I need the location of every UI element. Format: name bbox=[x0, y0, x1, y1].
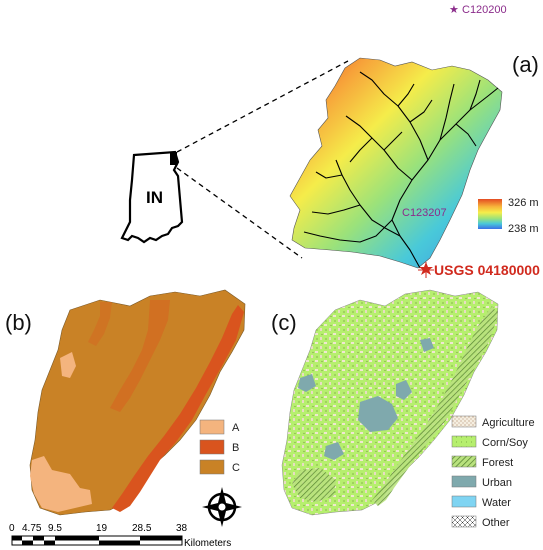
landuse-legend-swatch-forest bbox=[451, 455, 477, 468]
elevation-legend-bar bbox=[478, 199, 502, 229]
soil-map-class-b-band-1 bbox=[112, 305, 244, 512]
state-label: IN bbox=[146, 188, 163, 207]
landuse-legend-swatch-other bbox=[451, 515, 477, 528]
landuse-forest-band bbox=[372, 306, 498, 506]
elevation-min-label: 238 m bbox=[508, 223, 539, 235]
scale-tick-3: 19 bbox=[96, 523, 108, 534]
soil-legend-swatch-b bbox=[199, 439, 225, 455]
landuse-urban-3 bbox=[298, 374, 316, 392]
scale-tick-4: 28.5 bbox=[132, 523, 152, 534]
panel-b: (b) A B C 0 4.75 9.5 bbox=[5, 289, 246, 549]
panel-a: (a) IN 326 m 238 m bbox=[120, 4, 540, 278]
elevation-max-label: 326 m bbox=[508, 197, 539, 209]
watershed-location-marker bbox=[170, 152, 177, 165]
watershed-elevation-map bbox=[289, 57, 503, 269]
landuse-legend-label-water: Water bbox=[482, 497, 511, 509]
scale-bar: 0 4.75 9.5 19 28.5 38 Kilometers bbox=[9, 523, 231, 549]
soil-legend-swatch-c bbox=[199, 459, 225, 475]
scale-tick-0: 0 bbox=[9, 523, 15, 534]
landuse-forest-patch bbox=[292, 468, 336, 502]
landuse-legend-label-other: Other bbox=[482, 517, 510, 529]
soil-map-class-a-patch-1 bbox=[30, 456, 92, 512]
panel-c-label: (c) bbox=[271, 310, 297, 335]
landuse-urban-2 bbox=[396, 380, 412, 400]
landuse-urban-5 bbox=[420, 338, 434, 352]
soil-map-class-a-patch-2 bbox=[60, 352, 76, 378]
stream-network bbox=[303, 71, 499, 269]
panel-c: (c) Agriculture Corn/Soy Forest Urban Wa… bbox=[271, 289, 535, 529]
landuse-urban-1 bbox=[358, 396, 398, 432]
landuse-legend-label-agriculture: Agriculture bbox=[482, 417, 535, 429]
soil-legend: A B C bbox=[199, 419, 240, 475]
north-arrow-icon bbox=[202, 487, 242, 527]
station-top-label: C120200 bbox=[462, 4, 507, 16]
landuse-legend-label-corn-soy: Corn/Soy bbox=[482, 437, 528, 449]
landuse-legend-label-forest: Forest bbox=[482, 457, 513, 469]
landuse-legend: Agriculture Corn/Soy Forest Urban Water … bbox=[451, 415, 535, 529]
soil-legend-label-c: C bbox=[232, 462, 240, 474]
gauge-label: USGS 04180000 bbox=[434, 262, 540, 278]
station-star-icon: ★ bbox=[449, 4, 459, 16]
landuse-legend-label-urban: Urban bbox=[482, 477, 512, 489]
scale-tick-1: 4.75 bbox=[22, 523, 42, 534]
landuse-legend-swatch-corn-soy bbox=[451, 435, 477, 448]
station-middle-label: C123207 bbox=[402, 207, 447, 219]
gauge-star-icon bbox=[418, 262, 434, 278]
soil-legend-swatch-a bbox=[199, 419, 225, 435]
scale-tick-5: 38 bbox=[176, 523, 188, 534]
panel-b-label: (b) bbox=[5, 310, 32, 335]
soil-legend-label-b: B bbox=[232, 442, 239, 454]
landuse-legend-swatch-agriculture bbox=[451, 415, 477, 428]
panel-a-label: (a) bbox=[512, 52, 539, 77]
soil-map-class-b-band-3 bbox=[88, 302, 112, 346]
landuse-legend-swatch-urban bbox=[451, 475, 477, 488]
landuse-legend-swatch-water bbox=[451, 495, 477, 508]
soil-map-class-b-band-2 bbox=[110, 300, 170, 412]
soil-legend-label-a: A bbox=[232, 422, 240, 434]
scale-unit-label: Kilometers bbox=[184, 538, 231, 549]
leader-line-bottom bbox=[176, 167, 303, 259]
landuse-urban-4 bbox=[324, 442, 344, 460]
scale-tick-2: 9.5 bbox=[48, 523, 62, 534]
indiana-outline bbox=[120, 150, 184, 244]
